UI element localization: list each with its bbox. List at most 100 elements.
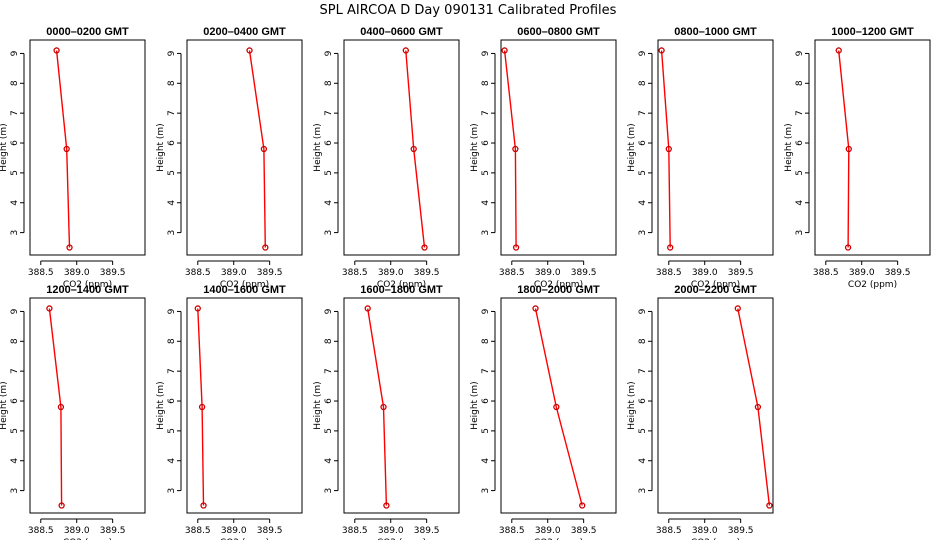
y-tick-label: 8 (324, 80, 334, 86)
profile-panel: 1200–1400 GMT 388.5 389.0 389.5 3 4 5 6 7 8 9 CO2 (… (0, 284, 146, 540)
profile-line (405, 50, 426, 248)
x-axis-label: CO2 (ppm) (848, 280, 897, 290)
y-tick-label: 9 (481, 50, 491, 56)
y-tick-label: 6 (324, 140, 334, 146)
plot-frame (343, 39, 460, 256)
y-tick-label: 8 (795, 80, 805, 86)
profile-panel: 0000–0200 GMT 388.5 389.0 389.5 3 4 5 6 7 8 9 CO2 (… (0, 26, 146, 290)
y-tick-label: 3 (324, 488, 334, 494)
data-point (380, 403, 387, 411)
data-point (667, 244, 674, 251)
x-tick-label: 388.5 (656, 526, 682, 536)
x-tick-label: 388.5 (185, 268, 211, 278)
x-axis-label: CO2 (ppm) (691, 538, 740, 540)
y-tick-label: 6 (10, 140, 20, 146)
plot-frame (186, 297, 303, 514)
y-tick-label: 4 (10, 458, 20, 464)
y-tick-label: 8 (324, 338, 334, 344)
data-point (512, 244, 520, 251)
x-tick-label: 388.5 (499, 268, 525, 278)
y-tick-label: 6 (795, 140, 805, 146)
plot-frame (657, 297, 774, 514)
x-tick-label: 389.0 (378, 268, 404, 278)
y-tick-label: 9 (10, 308, 20, 314)
plot-frame (29, 39, 146, 256)
x-tick-label: 389.0 (692, 268, 718, 278)
profile-line (48, 308, 63, 506)
y-tick-label: 8 (638, 80, 648, 86)
y-tick-label: 3 (10, 488, 20, 494)
x-axis-label: CO2 (ppm) (691, 280, 740, 290)
x-tick-label: 389.5 (728, 268, 754, 278)
x-tick-label: 389.0 (535, 268, 561, 278)
y-tick-label: 4 (638, 200, 648, 206)
data-point (200, 502, 207, 509)
y-tick-label: 3 (167, 230, 177, 236)
x-tick-label: 389.0 (378, 526, 404, 536)
y-tick-label: 7 (167, 368, 177, 374)
y-tick-label: 7 (795, 110, 805, 116)
y-tick-label: 7 (10, 110, 20, 116)
y-axis-label: Height (m) (0, 381, 9, 429)
data-point (845, 145, 852, 153)
y-tick-label: 7 (324, 110, 334, 116)
x-axis-label: CO2 (ppm) (377, 538, 426, 540)
panel-title: 1200–1400 GMT (46, 284, 129, 296)
y-tick-label: 3 (167, 488, 177, 494)
data-point (53, 47, 60, 54)
y-tick-label: 9 (638, 308, 648, 314)
data-point (260, 145, 268, 153)
x-axis-label: CO2 (ppm) (220, 280, 269, 290)
y-tick-label: 3 (481, 230, 491, 236)
panel-title: 0200–0400 GMT (203, 26, 286, 38)
y-tick-label: 8 (10, 80, 20, 86)
y-tick-label: 5 (638, 170, 648, 176)
y-tick-label: 3 (638, 230, 648, 236)
x-tick-label: 389.5 (571, 526, 597, 536)
data-point (579, 502, 586, 509)
plot-frame (657, 39, 774, 256)
y-tick-label: 8 (638, 338, 648, 344)
y-tick-label: 6 (638, 398, 648, 404)
y-tick-label: 4 (481, 458, 491, 464)
profile-line (838, 50, 850, 248)
plot-frame (500, 297, 617, 514)
y-axis-label: Height (m) (313, 381, 323, 429)
data-point (512, 145, 519, 153)
y-tick-label: 4 (167, 200, 177, 206)
y-axis-label: Height (m) (470, 123, 480, 171)
y-tick-label: 6 (481, 140, 491, 146)
profile-line (197, 308, 205, 506)
data-point (754, 403, 762, 411)
y-tick-label: 9 (10, 50, 20, 56)
y-tick-label: 4 (795, 200, 805, 206)
y-tick-label: 3 (10, 230, 20, 236)
x-tick-label: 389.5 (100, 526, 126, 536)
y-tick-label: 9 (324, 50, 334, 56)
y-tick-label: 8 (10, 338, 20, 344)
y-axis-label: Height (m) (156, 123, 166, 171)
data-point (262, 244, 269, 251)
data-point (246, 47, 253, 54)
data-point (553, 403, 560, 411)
x-tick-label: 388.5 (656, 268, 682, 278)
data-point (532, 305, 539, 312)
data-point (734, 305, 741, 312)
y-axis-label: Height (m) (313, 123, 323, 171)
profile-line (248, 50, 266, 248)
x-tick-label: 389.0 (692, 526, 718, 536)
plot-frame (500, 39, 617, 256)
figure-title: SPL AIRCOA D Day 090131 Calibrated Profi… (320, 3, 617, 18)
y-tick-label: 7 (167, 110, 177, 116)
x-axis-label: CO2 (ppm) (534, 538, 583, 540)
y-tick-label: 7 (638, 110, 648, 116)
y-tick-label: 3 (481, 488, 491, 494)
plot-frame (29, 297, 146, 514)
plot-frame (343, 297, 460, 514)
profile-panel: 1600–1800 GMT 388.5 389.0 389.5 3 4 5 6 7 8 9 CO2 (… (313, 284, 460, 540)
x-tick-label: 389.5 (885, 268, 911, 278)
profile-panel: 1400–1600 GMT 388.5 389.0 389.5 3 4 5 6 7 8 9 CO2 (… (156, 284, 303, 540)
panel-title: 0800–1000 GMT (674, 26, 757, 38)
x-tick-label: 388.5 (342, 268, 368, 278)
x-axis-label: CO2 (ppm) (63, 280, 112, 290)
